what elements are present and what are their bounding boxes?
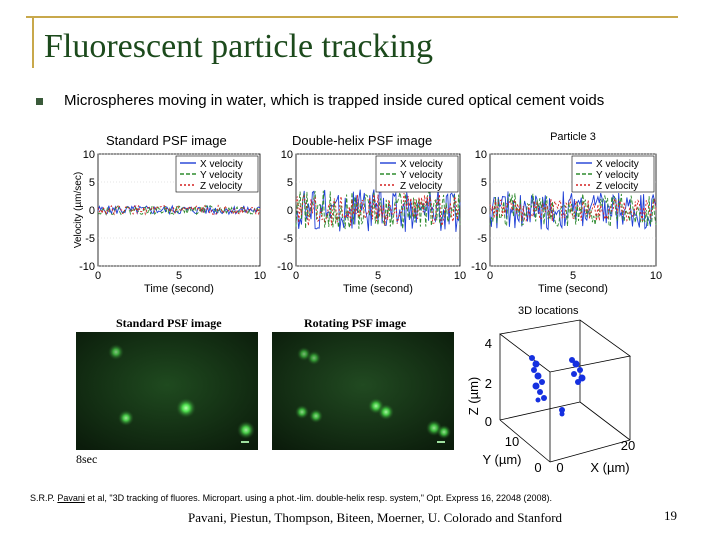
- rotating-psf-image-svg: [272, 332, 454, 450]
- y-tick-label: -5: [283, 233, 293, 245]
- x-tick-label: 5: [176, 270, 182, 282]
- legend-label: Y velocity: [200, 170, 243, 181]
- image-time-label: 8sec: [76, 452, 98, 466]
- citation: S.R.P. Pavani et al, "3D tracking of flu…: [30, 493, 552, 503]
- plot-3d-locations: 3D locations 4 2 0 10 0 0 20: [462, 302, 652, 482]
- legend-label: Y velocity: [596, 170, 639, 181]
- legend-label: X velocity: [200, 159, 243, 170]
- y-tick-label: 0: [89, 205, 95, 217]
- series-line-z: [295, 193, 461, 228]
- y-tick-label: 10: [83, 149, 95, 161]
- y-tick-label: 5: [287, 177, 293, 189]
- header-rule: [26, 16, 678, 18]
- citation-rest: et al, "3D tracking of fluores. Micropar…: [84, 493, 552, 503]
- image-title-standard: Standard PSF image: [116, 316, 222, 330]
- y-tick-label: 5: [481, 177, 487, 189]
- bullet-square-icon: [36, 98, 43, 105]
- z-tick: 0: [485, 414, 492, 429]
- header-accent-line: [32, 16, 34, 68]
- image-title-rotating: Rotating PSF image: [304, 316, 407, 330]
- x-axis-label: Time (second): [538, 283, 608, 295]
- y-tick-label: -5: [85, 233, 95, 245]
- x-tick-label: 0: [95, 270, 101, 282]
- slide-title: Fluorescent particle tracking: [44, 28, 433, 65]
- chart-title: Particle 3: [550, 131, 596, 143]
- chart-standard-velocity: 10 5 0 -5 -10 0 5 10 Time (second) Velocity (µm/s…: [70, 134, 270, 304]
- y-tick: 10: [505, 434, 519, 449]
- plot3d-title: 3D locations: [518, 305, 579, 317]
- x-tick-label: 10: [454, 270, 466, 282]
- y-tick-label: -5: [477, 233, 487, 245]
- z-tick: 4: [485, 336, 492, 351]
- y-tick-label: 10: [475, 149, 487, 161]
- legend-label: Z velocity: [596, 181, 638, 192]
- label-double-helix-psf: Double-helix PSF image: [292, 133, 433, 148]
- x-tick-label: 5: [375, 270, 381, 282]
- plot3d-box: [499, 319, 631, 463]
- x-tick-label: 10: [650, 270, 662, 282]
- series-line-x: [489, 191, 657, 231]
- series-line-z: [489, 197, 657, 222]
- y-axis-label: Velocity (µm/sec): [73, 172, 84, 248]
- series-line-y: [97, 204, 261, 217]
- legend-label: Z velocity: [400, 181, 442, 192]
- legend-label: Z velocity: [200, 181, 242, 192]
- slide-footer: Pavani, Piestun, Thompson, Biteen, Moern…: [188, 510, 563, 525]
- rotating-psf-image: [272, 332, 454, 450]
- chart-particle3-velocity: Particle 3 10 5 0 -5 -10 0 5 10 Time (second) X ve…: [470, 128, 666, 304]
- standard-psf-image: [76, 332, 258, 450]
- x-tick: 20: [621, 438, 635, 453]
- page-number: 19: [664, 508, 677, 523]
- plot3d-xlabel: X (µm): [590, 460, 629, 475]
- x-tick-label: 0: [293, 270, 299, 282]
- plot-3d-svg: 3D locations 4 2 0 10 0 0 20: [466, 305, 635, 475]
- y-tick-label: 10: [281, 149, 293, 161]
- plot3d-zlabel: Z (µm): [466, 377, 481, 416]
- chart-doublehelix-velocity: 10 5 0 -5 -10 0 5 10 Time (second) X velocity Y ve…: [276, 134, 472, 304]
- y-tick-label: 5: [89, 177, 95, 189]
- series-line-x: [97, 204, 261, 216]
- y-tick: 0: [534, 460, 541, 475]
- x-tick-label: 0: [487, 270, 493, 282]
- slide-header: Fluorescent particle tracking: [0, 0, 720, 70]
- z-tick: 2: [485, 376, 492, 391]
- x-tick: 0: [556, 460, 563, 475]
- x-axis-label: Time (second): [144, 283, 214, 295]
- legend-label: Y velocity: [400, 170, 443, 181]
- y-tick-label: 0: [287, 205, 293, 217]
- x-axis-label: Time (second): [343, 283, 413, 295]
- legend-label: X velocity: [596, 159, 639, 170]
- standard-psf-image-svg: [76, 332, 258, 450]
- y-tick-label: -10: [471, 261, 487, 273]
- plot3d-points: [529, 355, 586, 417]
- label-standard-psf: Standard PSF image: [106, 133, 227, 148]
- legend-label: X velocity: [400, 159, 443, 170]
- y-tick-label: -10: [277, 261, 293, 273]
- x-tick-label: 5: [570, 270, 576, 282]
- plot3d-ylabel: Y (µm): [482, 452, 521, 467]
- series-line-y: [489, 192, 657, 228]
- citation-prefix: S.R.P.: [30, 493, 58, 503]
- x-tick-label: 10: [254, 270, 266, 282]
- y-tick-label: 0: [481, 205, 487, 217]
- y-tick-label: -10: [79, 261, 95, 273]
- citation-author-link[interactable]: Pavani: [57, 493, 85, 503]
- bullet-text: Microspheres moving in water, which is t…: [64, 92, 605, 109]
